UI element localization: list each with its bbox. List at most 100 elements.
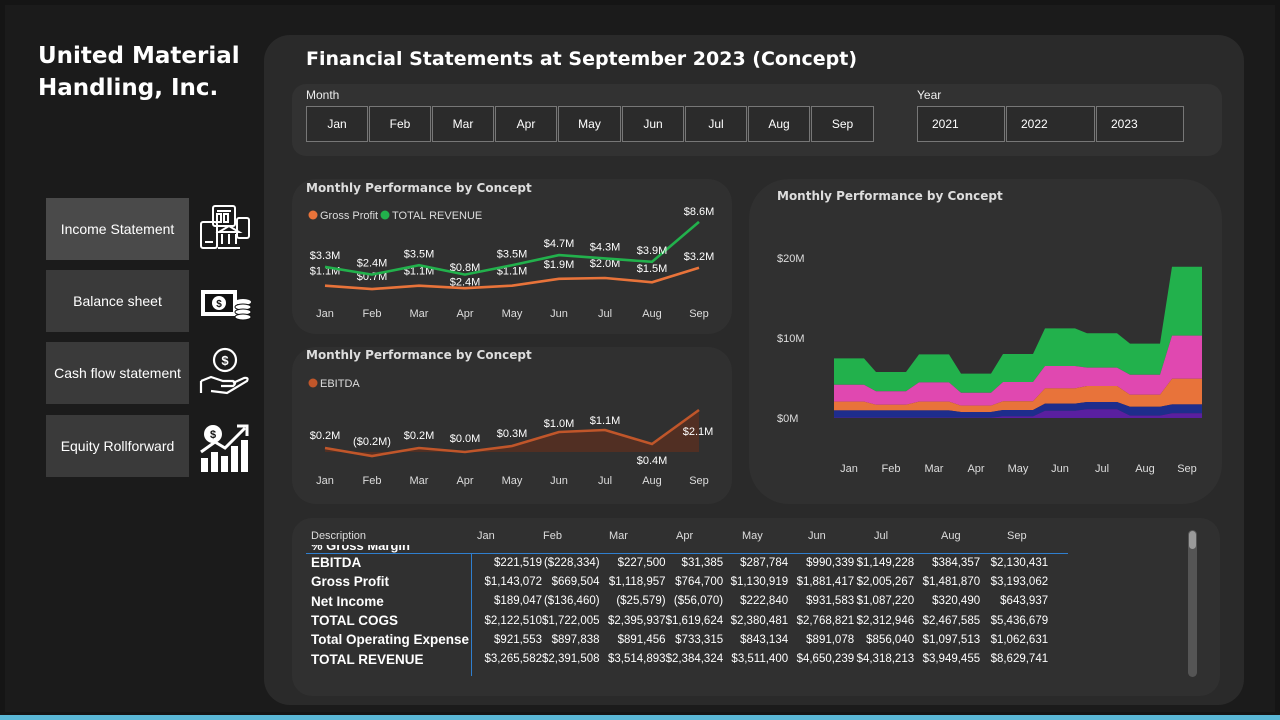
column-header-may[interactable]: May	[742, 530, 763, 542]
data-label: $0.8M	[450, 262, 481, 274]
nav-label: Equity Rollforward	[60, 438, 175, 454]
ebitda-chart: EBITDA $0.2M ($0.2M) $0.2M $0.0M $0.3M $1.0M $1…	[308, 378, 713, 487]
table-cell: $891,078	[806, 633, 855, 646]
column-header-mar[interactable]: Mar	[609, 530, 628, 542]
column-header-jun[interactable]: Jun	[808, 530, 826, 542]
bottom-accent-bar	[0, 715, 1280, 720]
nav-equity-rollforward-button[interactable]: Equity Rollforward	[46, 415, 189, 477]
table-row: EBITDA $221,519 ($228,334) $227,500 $31,385 $…	[306, 553, 1048, 572]
table-cell: $669,504	[551, 575, 600, 588]
nav-income-statement-button[interactable]: Income Statement	[46, 198, 189, 260]
column-header-feb[interactable]: Feb	[543, 530, 562, 542]
x-tick-label: Jul	[598, 308, 612, 320]
row-label: Gross Profit	[311, 574, 390, 590]
legend-label: EBITDA	[320, 378, 360, 390]
column-header-aug[interactable]: Aug	[941, 530, 961, 542]
data-label: $0.3M	[497, 428, 528, 440]
month-option-jul[interactable]: Jul	[685, 106, 747, 142]
year-option-2022[interactable]: 2022	[1006, 106, 1095, 142]
y-tick-label: $10M	[777, 333, 805, 345]
stack-area-series	[834, 378, 1202, 412]
month-option-apr[interactable]: Apr	[495, 106, 557, 142]
month-option-aug[interactable]: Aug	[748, 106, 810, 142]
month-option-jun[interactable]: Jun	[622, 106, 684, 142]
growth-chart-icon: $	[200, 424, 249, 472]
legend-marker	[308, 210, 318, 220]
year-option-2021[interactable]: 2021	[917, 106, 1005, 142]
data-label: $4.7M	[544, 238, 575, 250]
column-header-jul[interactable]: Jul	[874, 530, 889, 542]
nav-balance-sheet-button[interactable]: Balance sheet	[46, 270, 189, 332]
x-tick-label: Sep	[689, 308, 709, 320]
data-label: ($0.2M)	[353, 436, 391, 448]
stack-area-series	[834, 335, 1202, 406]
data-label: $3.2M	[684, 251, 715, 263]
table-cell: $384,357	[932, 556, 981, 569]
ebitda-chart-title: Monthly Performance by Concept	[306, 348, 532, 362]
year-slicer-label: Year	[917, 88, 942, 102]
data-label: $8.6M	[684, 206, 715, 218]
table-cell: $1,097,513	[922, 633, 981, 646]
table-cell: $3,949,455	[922, 653, 981, 666]
month-option-sep[interactable]: Sep	[811, 106, 874, 142]
table-cell: $2,768,821	[796, 614, 855, 627]
table-cell: $2,312,946	[856, 614, 915, 627]
month-option-jan[interactable]: Jan	[306, 106, 368, 142]
table-cell: $1,481,870	[922, 575, 981, 588]
year-option-2023[interactable]: 2023	[1096, 106, 1184, 142]
month-option-mar[interactable]: Mar	[432, 106, 494, 142]
x-tick-label: May	[502, 475, 523, 487]
data-label: $1.1M	[497, 266, 528, 278]
table-row: Total Operating Expense $921,553 $897,838 $…	[306, 630, 1048, 649]
table-cell: $2,391,508	[542, 653, 600, 666]
data-label: $1.1M	[404, 266, 435, 278]
table-cell: ($25,579)	[616, 595, 666, 608]
x-tick-label: Jan	[316, 475, 334, 487]
x-tick-label: Aug	[1135, 463, 1155, 475]
table-cell: $3,511,400	[731, 653, 789, 666]
column-header-jan[interactable]: Jan	[477, 530, 495, 542]
table-scrollbar-thumb[interactable]	[1189, 531, 1196, 549]
table-partial-row: % Gross Margin	[306, 545, 1066, 553]
x-tick-label: Jul	[598, 475, 612, 487]
stack-area-series	[834, 409, 1202, 418]
month-option-may[interactable]: May	[558, 106, 621, 142]
table-cell: $990,339	[806, 556, 855, 569]
data-label: $0.2M	[404, 430, 435, 442]
table-cell: $733,315	[675, 633, 724, 646]
table-cell: $643,937	[1000, 595, 1049, 608]
table-cell: ($136,460)	[543, 595, 600, 608]
table-cell: $921,553	[494, 633, 542, 646]
data-label: $2.0M	[590, 258, 621, 270]
table-cell: $2,384,324	[665, 653, 724, 666]
x-tick-label: May	[1008, 463, 1029, 475]
column-header-sep[interactable]: Sep	[1007, 530, 1027, 542]
data-label: $3.3M	[310, 250, 341, 262]
column-header-description[interactable]: Description	[311, 530, 367, 542]
table-cell: $222,840	[740, 595, 789, 608]
month-slicer-label: Month	[306, 88, 340, 102]
table-cell: $1,143,072	[484, 575, 542, 588]
table-row: Net Income $189,047 ($136,460) ($25,579) ($5…	[306, 592, 1048, 611]
x-tick-label: Jun	[550, 308, 568, 320]
column-header-apr[interactable]: Apr	[676, 530, 694, 542]
company-name-line1: United Material	[38, 43, 240, 69]
company-name: United Material Handling, Inc.	[38, 40, 248, 104]
data-label: $2.4M	[357, 258, 388, 270]
x-tick-label: Mar	[410, 308, 429, 320]
table-cell: $2,467,585	[922, 614, 981, 627]
month-option-feb[interactable]: Feb	[369, 106, 431, 142]
data-label: $4.3M	[590, 241, 621, 253]
nav-cash-flow-button[interactable]: Cash flow statement	[46, 342, 189, 404]
table-cell: $5,436,679	[990, 614, 1049, 627]
table-cell: $287,784	[740, 556, 789, 569]
table-cell: $764,700	[675, 575, 724, 588]
stacked-chart-card	[749, 179, 1222, 504]
table-scrollbar[interactable]	[1188, 530, 1197, 677]
x-tick-label: Apr	[456, 308, 473, 320]
x-tick-label: Mar	[410, 475, 429, 487]
row-label: Total Operating Expense	[311, 632, 470, 648]
table-cell: $1,062,631	[990, 633, 1049, 646]
table-row: TOTAL COGS $2,122,510 $1,722,005 $2,395,937…	[306, 611, 1048, 630]
data-label: $1.5M	[637, 263, 668, 275]
